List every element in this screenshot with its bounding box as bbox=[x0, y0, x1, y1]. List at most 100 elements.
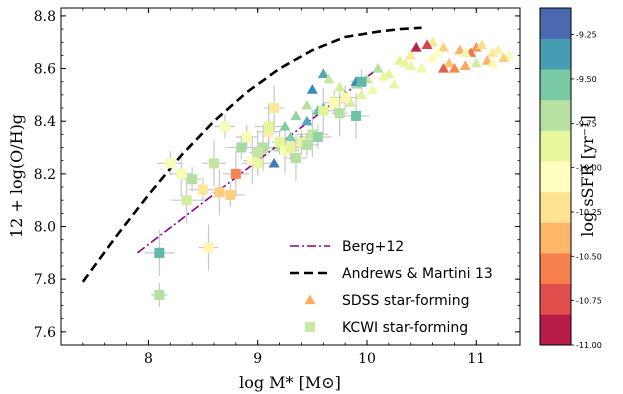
colorbar-tick-label: -10.75 bbox=[576, 297, 602, 306]
kcwi-point bbox=[356, 76, 367, 87]
sdss-point bbox=[388, 78, 400, 89]
colorbar-segment bbox=[540, 130, 571, 162]
kcwi-point bbox=[187, 174, 198, 185]
kcwi-point bbox=[340, 92, 351, 103]
sdss-point bbox=[438, 63, 449, 73]
sdss-point bbox=[459, 47, 471, 57]
reference-lines bbox=[81, 26, 422, 283]
colorbar-segment bbox=[540, 253, 571, 285]
sdss-point bbox=[306, 84, 318, 94]
kcwi-point bbox=[203, 242, 214, 253]
kcwi-point bbox=[252, 158, 263, 169]
kcwi-point bbox=[225, 189, 236, 200]
kcwi-point bbox=[312, 132, 323, 143]
kcwi-point bbox=[209, 158, 219, 169]
sdss-point bbox=[372, 63, 384, 73]
kcwi-point bbox=[296, 137, 307, 148]
kcwi-point bbox=[329, 97, 340, 108]
sdss-point bbox=[470, 41, 482, 52]
colorbar-tick-label: -10.50 bbox=[576, 252, 602, 261]
sdss-point bbox=[459, 60, 471, 71]
colorbar-segment bbox=[540, 283, 571, 315]
data-points bbox=[154, 36, 515, 300]
y-tick-label: 8.0 bbox=[34, 220, 56, 236]
sdss-point bbox=[492, 44, 504, 55]
kcwi-point bbox=[263, 121, 274, 132]
y-tick-label: 7.8 bbox=[34, 272, 56, 288]
kcwi-point bbox=[280, 145, 291, 156]
colorbar-tick-label: -9.50 bbox=[576, 75, 597, 84]
y-axis-label: 12 + log(O/H)g bbox=[7, 114, 26, 238]
sdss-point bbox=[399, 57, 411, 68]
colorbar-label: log sSFR [yr⁻¹] bbox=[578, 115, 597, 237]
sdss-point bbox=[454, 44, 466, 55]
y-tick-label: 8.2 bbox=[34, 167, 56, 183]
colorbar-segment bbox=[540, 99, 571, 131]
sdss-point bbox=[416, 63, 428, 73]
colorbar-tick-label: -10.25 bbox=[576, 208, 602, 217]
kcwi-point bbox=[219, 121, 230, 132]
sdss-point bbox=[470, 57, 482, 68]
kcwi-point bbox=[214, 187, 225, 198]
sdss-point bbox=[405, 60, 417, 71]
kcwi-point bbox=[236, 142, 247, 153]
colorbar-segment bbox=[540, 38, 571, 70]
sdss-point bbox=[498, 52, 510, 63]
sdss-point bbox=[323, 73, 335, 84]
x-tick-label: 11 bbox=[467, 351, 485, 367]
kcwi-point bbox=[247, 155, 258, 166]
kcwi-point bbox=[263, 126, 274, 137]
andrews-martini-line bbox=[81, 26, 422, 283]
kcwi-point bbox=[334, 108, 345, 119]
colorbar-segment bbox=[540, 191, 571, 223]
sdss-point bbox=[427, 36, 439, 47]
sdss-point bbox=[476, 39, 488, 49]
x-tick-label: 8 bbox=[144, 351, 153, 367]
sdss-point bbox=[438, 41, 449, 52]
sdss-point bbox=[345, 97, 357, 107]
y-tick-label: 8.6 bbox=[34, 62, 56, 78]
sdss-point bbox=[427, 52, 439, 63]
sdss-point bbox=[394, 55, 406, 65]
legend-label: KCWI star-forming bbox=[342, 320, 468, 336]
x-axis-label: log M* [M⊙] bbox=[239, 373, 341, 392]
kcwi-point bbox=[318, 105, 329, 116]
plot-frame bbox=[60, 7, 521, 346]
sdss-point bbox=[503, 49, 515, 60]
sdss-point bbox=[377, 70, 389, 81]
axis-ticks: 8 9 10 11 7.6 7.8 8.0 8.2 8.4 8.6 8.8 bbox=[34, 8, 520, 367]
legend-label: SDSS star-forming bbox=[342, 293, 469, 309]
kcwi-point bbox=[230, 168, 241, 179]
kcwi-point bbox=[176, 168, 187, 179]
colorbar-segment bbox=[540, 161, 571, 193]
colorbar-segment bbox=[540, 69, 571, 101]
sdss-point bbox=[487, 47, 499, 57]
kcwi-point bbox=[241, 132, 252, 143]
kcwi-point bbox=[181, 195, 192, 206]
colorbar-tick-label: -11.00 bbox=[576, 341, 602, 350]
sdss-point bbox=[383, 68, 395, 78]
colorbar-segment bbox=[540, 8, 571, 39]
legend-label: Berg+12 bbox=[342, 239, 404, 255]
sdss-point bbox=[487, 57, 499, 68]
sdss-point bbox=[410, 41, 422, 52]
sdss-point bbox=[366, 84, 378, 94]
kcwi-point bbox=[165, 158, 176, 169]
kcwi-point bbox=[307, 129, 318, 140]
sdss-point bbox=[432, 47, 444, 57]
x-tick-label: 9 bbox=[253, 351, 262, 367]
kcwi-point bbox=[154, 247, 165, 258]
sdss-point bbox=[301, 115, 313, 126]
colorbar-tick-label: -9.75 bbox=[576, 119, 597, 128]
kcwi-point bbox=[290, 153, 301, 164]
kcwi-point bbox=[351, 110, 362, 121]
y-tick-label: 8.4 bbox=[34, 114, 56, 130]
colorbar-segment bbox=[540, 314, 571, 346]
colorbar-frame bbox=[539, 7, 572, 346]
sdss-point bbox=[290, 110, 302, 121]
sdss-point bbox=[279, 120, 291, 131]
colorbar-tick-label: -9.25 bbox=[576, 31, 597, 40]
sdss-point bbox=[317, 68, 329, 78]
legend-label: Andrews & Martini 13 bbox=[342, 266, 493, 282]
